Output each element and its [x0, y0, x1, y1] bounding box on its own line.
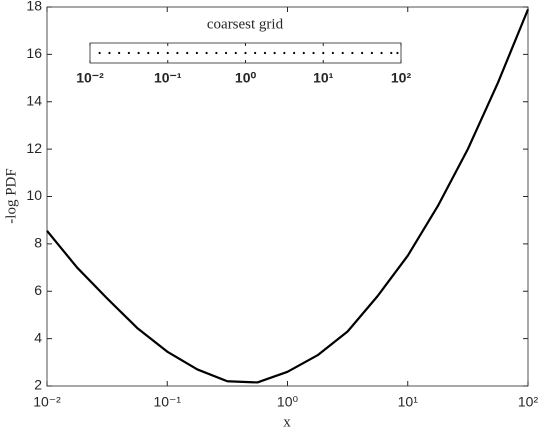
grid-point [331, 51, 334, 55]
inset-tick-label: 10² [391, 70, 412, 86]
grid-point [370, 51, 373, 55]
grid-point [396, 51, 399, 55]
grid-point [312, 51, 315, 55]
x-tick-label: 10² [518, 394, 539, 410]
grid-point [283, 51, 286, 55]
grid-point [322, 51, 325, 55]
y-tick-label: 18 [26, 0, 42, 14]
grid-point [341, 51, 344, 55]
grid-point [224, 51, 228, 55]
inset-title: coarsest grid [207, 16, 284, 32]
y-tick-label: 12 [26, 140, 42, 156]
grid-point [215, 51, 218, 55]
grid-point [186, 51, 189, 55]
inset-tick-label: 10⁻² [76, 70, 104, 86]
x-tick-label: 10⁻² [33, 394, 61, 410]
y-tick-label: 6 [34, 282, 42, 298]
grid-point [176, 51, 179, 55]
grid-point [166, 51, 169, 55]
plot-frame [46, 6, 529, 387]
grid-point [380, 51, 383, 55]
grid-point [108, 51, 111, 55]
x-tick-label: 10⁻¹ [153, 394, 181, 410]
y-tick-label: 2 [34, 377, 42, 393]
y-axis-label: -log PDF [3, 168, 19, 223]
grid-point [205, 51, 208, 55]
y-tick-label: 10 [26, 187, 42, 203]
grid-point [273, 51, 276, 55]
grid-point [195, 51, 198, 55]
grid-point [263, 51, 267, 55]
y-tick-label: 14 [26, 92, 42, 108]
grid-point [254, 51, 257, 55]
inset-tick-label: 10⁻¹ [154, 70, 182, 86]
grid-point [361, 51, 364, 55]
y-tick-label: 16 [26, 45, 42, 61]
grid-point [156, 51, 160, 55]
grid-point [244, 51, 247, 55]
grid-point [147, 51, 150, 55]
grid-point [137, 51, 140, 55]
inset-tick-label: 10⁰ [235, 70, 257, 86]
grid-point [118, 51, 121, 55]
grid-point [234, 51, 237, 55]
y-tick-label: 4 [34, 329, 42, 345]
inset-tick-label: 10¹ [313, 70, 334, 86]
grid-point [127, 51, 130, 55]
grid-point [351, 51, 354, 55]
grid-point [390, 51, 393, 55]
grid-point [293, 51, 296, 55]
x-tick-label: 10⁰ [277, 394, 299, 410]
grid-point [98, 51, 101, 55]
line [46, 8, 530, 384]
grid-point [302, 51, 305, 55]
x-axis-label: x [283, 414, 291, 430]
y-tick-label: 8 [34, 235, 42, 251]
x-tick-label: 10¹ [398, 394, 419, 410]
